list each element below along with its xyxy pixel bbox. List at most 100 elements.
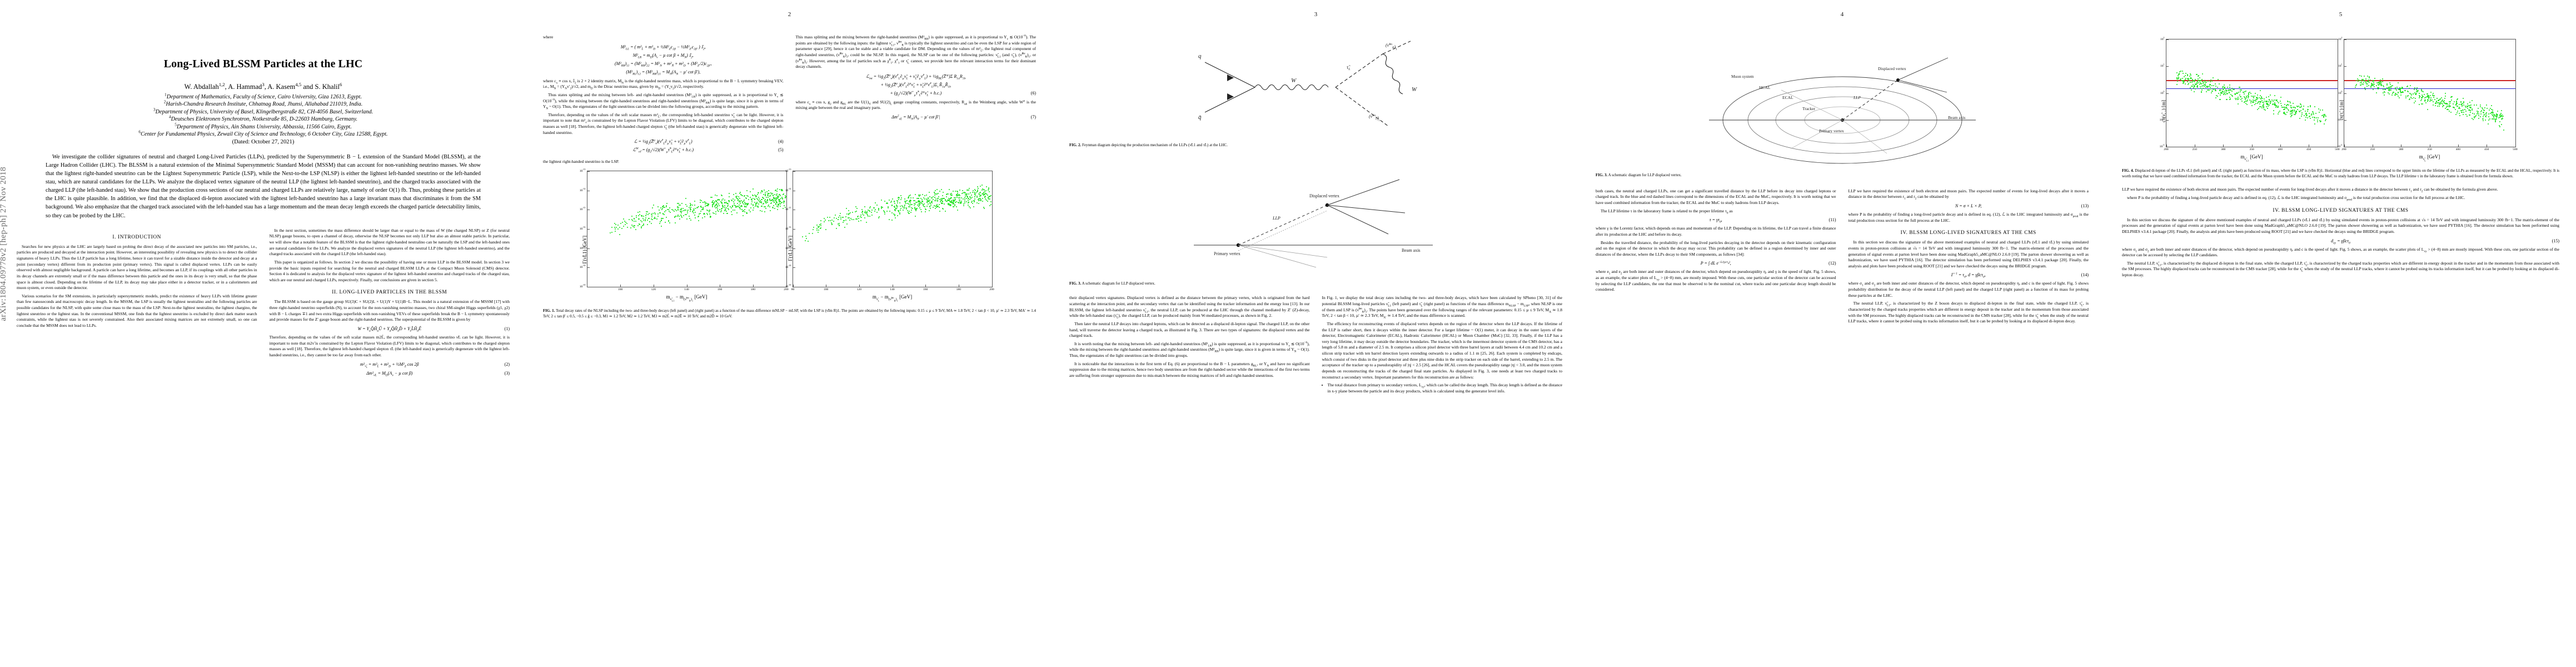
scatter-point	[774, 194, 776, 196]
scatter-point	[2279, 100, 2281, 102]
scatter-point	[769, 206, 771, 208]
scatter-point	[677, 203, 679, 205]
x-axis-tick: 300	[2398, 148, 2404, 151]
scatter-point	[2437, 98, 2438, 99]
page4-text-right-2: where P is the probability of finding a …	[1848, 212, 2089, 223]
scatter-point	[783, 202, 785, 203]
scatter-point	[742, 211, 744, 212]
scatter-point	[2176, 72, 2178, 73]
scatter-point	[2368, 81, 2369, 82]
scatter-point	[839, 215, 841, 217]
scatter-point	[693, 212, 695, 213]
scatter-point	[939, 211, 940, 212]
scatter-point	[762, 197, 764, 199]
equation-tag: (15)	[2552, 238, 2559, 243]
scatter-point	[2359, 75, 2360, 77]
fig1-caption-text: Total decay rates of the NLSP including …	[543, 308, 1037, 318]
scatter-point	[2449, 105, 2450, 107]
scatter-point	[2447, 103, 2449, 104]
scatter-point	[945, 201, 947, 202]
scatter-point	[2368, 84, 2370, 86]
scatter-point	[673, 211, 675, 212]
scatter-point	[2428, 98, 2430, 99]
scatter-point	[2480, 111, 2482, 112]
scatter-point	[2210, 84, 2211, 86]
fig5-left-plotframe: 102 101 100 10-1 10-2 200 250 300 350 400 450 500	[2160, 37, 2340, 151]
x-axis-tick: 120	[856, 288, 862, 292]
scatter-point	[2185, 74, 2186, 76]
page3-col-right: In Fig. 1, we display the total decay ra…	[1322, 295, 1563, 396]
scatter-point	[721, 206, 723, 207]
scatter-point	[843, 220, 845, 221]
scatter-point	[2176, 83, 2178, 85]
scatter-point	[2365, 82, 2366, 83]
scatter-point	[2259, 103, 2261, 105]
scatter-point	[2290, 109, 2291, 111]
scatter-point	[2274, 95, 2275, 97]
scatter-point	[2323, 117, 2325, 118]
x-axis-tick: 140	[890, 288, 895, 292]
scatter-point	[2497, 114, 2498, 116]
scatter-point	[746, 212, 748, 214]
scatter-point	[2475, 116, 2477, 118]
scatter-point	[731, 211, 733, 212]
scatter-point	[957, 191, 959, 192]
scatter-point	[2413, 97, 2415, 99]
scatter-point	[775, 195, 777, 196]
scatter-point	[934, 200, 935, 201]
scatter-point	[2196, 82, 2198, 83]
scatter-point	[2448, 105, 2449, 107]
scatter-point	[716, 195, 718, 196]
scatter-point	[955, 202, 956, 203]
scatter-point	[632, 220, 634, 222]
scatter-point	[2455, 104, 2457, 106]
scatter-point	[2363, 83, 2364, 85]
scatter-point	[894, 215, 896, 217]
scatter-point	[2411, 98, 2413, 99]
scatter-point	[2293, 114, 2295, 116]
scatter-point	[780, 195, 781, 197]
scatter-point	[949, 200, 951, 202]
scatter-point	[2189, 77, 2191, 79]
scatter-point	[2274, 103, 2276, 105]
scatter-point	[2222, 86, 2224, 88]
scatter-point	[652, 219, 654, 221]
scatter-point	[2425, 102, 2427, 103]
scatter-point	[2260, 106, 2261, 107]
scatter-point	[2310, 113, 2312, 115]
scatter-point	[2226, 98, 2228, 100]
scatter-point	[2256, 96, 2258, 98]
page-5: 5 cτ(ν̃L1) [m] 10210110010-110-220025030…	[2105, 0, 2576, 667]
scatter-point	[773, 202, 775, 203]
scatter-point	[967, 189, 969, 191]
scatter-point	[2409, 85, 2411, 87]
scatter-point	[2293, 103, 2294, 104]
scatter-point	[2292, 112, 2294, 113]
scatter-point	[2475, 115, 2477, 116]
scatter-point	[2216, 87, 2218, 88]
paragraph: It is worth noting that the mixing betwe…	[1069, 341, 1310, 359]
scatter-point	[937, 192, 939, 194]
scatter-point	[702, 207, 704, 208]
scatter-point	[754, 206, 756, 207]
scatter-point	[685, 203, 686, 205]
scatter-point	[2253, 97, 2255, 99]
scatter-point	[752, 194, 754, 196]
scatter-point	[966, 193, 968, 195]
scatter-point	[741, 201, 743, 203]
scatter-point	[746, 203, 748, 205]
y-axis-tick: 101	[2338, 63, 2343, 68]
scatter-point	[812, 232, 814, 234]
scatter-point	[927, 197, 929, 198]
scatter-point	[2442, 104, 2444, 106]
scatter-point	[781, 201, 783, 203]
scatter-point	[848, 210, 850, 212]
scatter-point	[2249, 99, 2251, 101]
scatter-point	[2238, 98, 2239, 99]
scatter-point	[2449, 103, 2451, 104]
x-axis-tick: 250	[2370, 148, 2375, 151]
scatter-point	[2225, 94, 2226, 96]
scatter-point	[2274, 104, 2275, 106]
scatter-point	[753, 205, 754, 206]
scatter-point	[2406, 96, 2408, 97]
